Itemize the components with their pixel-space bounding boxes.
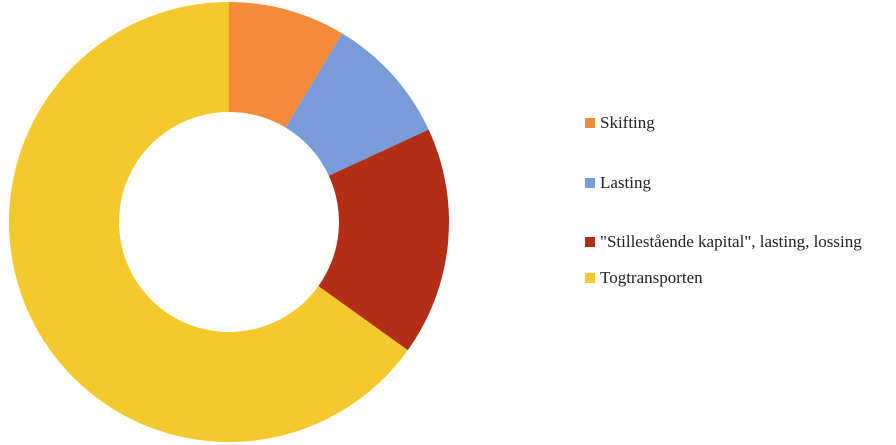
legend-label: Togtransporten [600,268,703,287]
chart [8,2,449,442]
legend-swatch [585,273,595,283]
legend: Skifting Lasting "Stillestående kapital", … [585,112,895,288]
legend-swatch [585,118,595,128]
legend-swatch [585,237,595,247]
legend-item: Togtransporten [585,267,895,288]
donut-slice [285,33,429,176]
legend-label: Lasting [600,173,651,192]
legend-item: Skifting [585,112,895,133]
donut-slice [318,129,449,351]
legend-label: "Stillestående kapital", lasting, lossin… [600,232,862,251]
donut-slice [229,2,343,128]
legend-item: Lasting [585,172,895,193]
legend-label: Skifting [600,113,655,132]
legend-swatch [585,178,595,188]
donut-slice [8,2,408,442]
legend-item: "Stillestående kapital", lasting, lossin… [585,231,895,252]
